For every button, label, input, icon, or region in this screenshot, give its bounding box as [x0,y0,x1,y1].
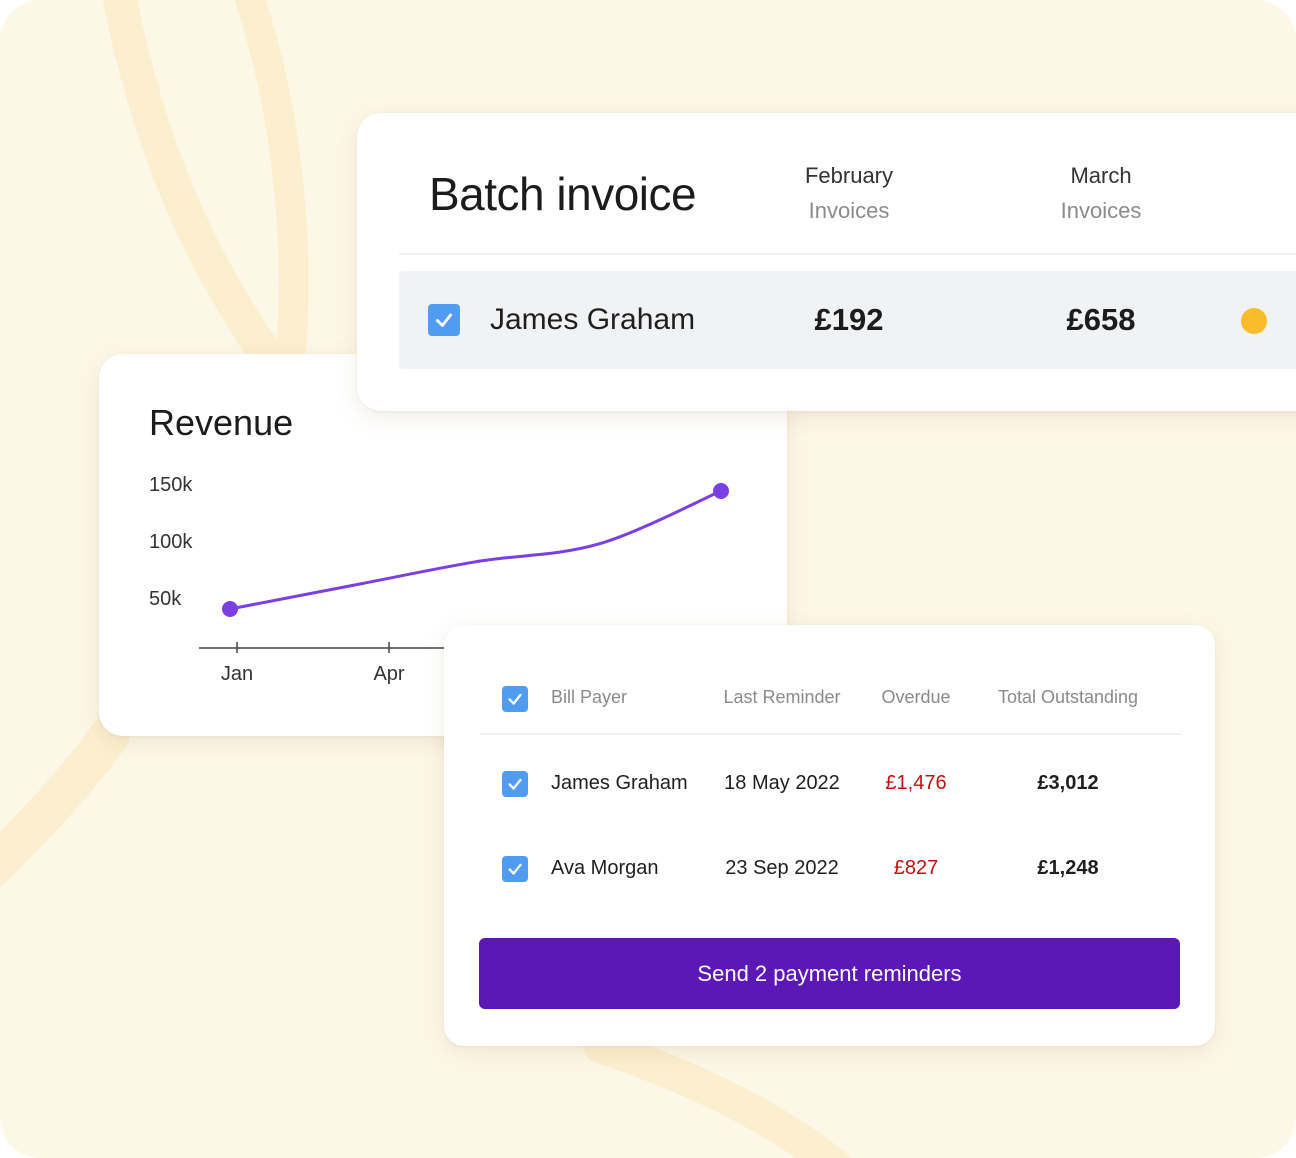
february-month-label: February [804,163,894,188]
bill-payer-header: Bill Payer [551,687,628,707]
x-tick-label: Apr [373,663,404,685]
bill-payer-name: James Graham [551,772,688,794]
x-tick-label: Jan [221,663,253,685]
revenue-card: Revenue 150k 100k 50k Jan Apr [99,354,787,736]
bill-payer-name: Ava Morgan [551,857,659,879]
status-indicator-dot [1241,308,1267,334]
batch-row-checkbox[interactable] [428,304,460,336]
batch-invoice-card: Batch invoice February Invoices March In… [357,113,1296,411]
march-month-label: March [1070,163,1132,188]
revenue-end-point [713,483,729,499]
row-checkbox[interactable] [502,771,528,797]
checkmark-icon [508,778,522,790]
y-tick-label: 50k [149,588,182,610]
overdue-header: Overdue [881,687,951,707]
march-invoices-label: Invoices [1060,198,1142,223]
batch-invoice-title: Batch invoice [429,168,697,220]
batch-invoice-row[interactable]: James Graham £192 £658 [399,271,1296,369]
batch-header-divider [399,253,1296,255]
batch-row-name: James Graham [490,303,696,336]
february-column-header: February Invoices [749,158,949,228]
revenue-series-line [229,489,722,611]
revenue-start-point [222,601,238,617]
batch-row-march-amount: £658 [1066,302,1136,337]
reminders-header-divider [480,733,1181,735]
checkmark-icon [508,863,522,875]
last-reminder-header: Last Reminder [723,687,841,707]
total-outstanding-amount: £3,012 [1037,772,1099,794]
march-column-header: March Invoices [1001,158,1201,228]
last-reminder-date: 18 May 2022 [724,772,840,794]
last-reminder-date: 23 Sep 2022 [725,857,839,879]
overdue-amount: £1,476 [885,772,947,794]
overdue-amount: £827 [893,857,939,879]
payment-reminders-card: Bill Payer Last Reminder Overdue Total O… [444,625,1215,1046]
revenue-line-chart: 150k 100k 50k Jan Apr [149,474,729,685]
checkmark-icon [435,313,453,327]
y-tick-label: 100k [149,531,193,553]
total-outstanding-header: Total Outstanding [997,687,1139,707]
revenue-title: Revenue [149,402,294,443]
total-outstanding-amount: £1,248 [1037,857,1099,879]
checkmark-icon [508,693,522,705]
y-tick-label: 150k [149,474,193,496]
row-checkbox[interactable] [502,856,528,882]
select-all-checkbox[interactable] [502,686,528,712]
batch-row-february-amount: £192 [814,302,884,337]
send-payment-reminders-button[interactable]: Send 2 payment reminders [479,938,1180,1009]
february-invoices-label: Invoices [808,198,890,223]
